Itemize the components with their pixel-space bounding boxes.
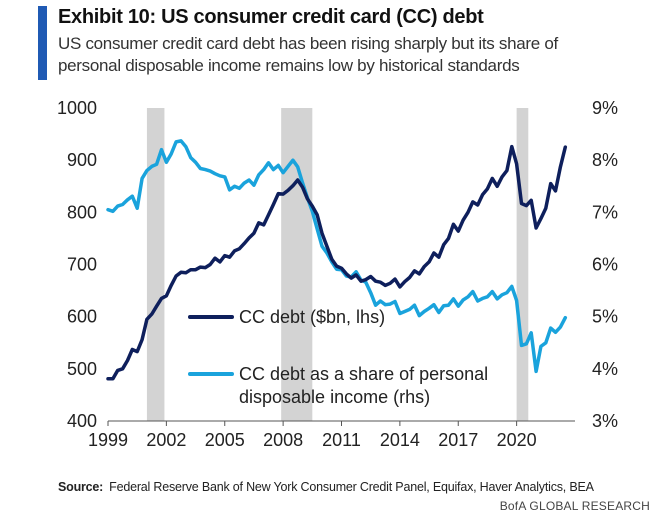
recession-band-2 — [516, 108, 529, 421]
x-tick-label: 2020 — [497, 430, 537, 450]
y-left-tick-label: 700 — [67, 255, 97, 275]
recession-band-1 — [281, 108, 313, 421]
legend-label-cc-share-line-2: disposable income (rhs) — [239, 387, 430, 407]
y-right-tick-label: 9% — [592, 98, 618, 118]
source-text: Federal Reserve Bank of New York Consume… — [109, 480, 594, 494]
y-right-tick-label: 5% — [592, 307, 618, 327]
y-right-tick-label: 4% — [592, 359, 618, 379]
y-left-tick-label: 900 — [67, 150, 97, 170]
research-credit: BofA GLOBAL RESEARCH — [499, 499, 650, 513]
legend-label-cc-debt: CC debt ($bn, lhs) — [239, 307, 385, 327]
subtitle-line-2: personal disposable income remains low b… — [58, 56, 520, 75]
source-label: Source: — [58, 480, 104, 494]
x-tick-label: 2002 — [146, 430, 186, 450]
y-left-tick-label: 800 — [67, 202, 97, 222]
y-right-tick-label: 6% — [592, 255, 618, 275]
chart-title: Exhibit 10: US consumer credit card (CC)… — [58, 6, 484, 28]
source-note: Source: Federal Reserve Bank of New York … — [58, 480, 594, 494]
x-tick-label: 2011 — [322, 430, 361, 450]
title-accent-bar — [38, 6, 47, 80]
recession-band-0 — [146, 108, 165, 421]
y-right-tick-label: 8% — [592, 150, 618, 170]
y-left-tick-label: 500 — [67, 359, 97, 379]
x-tick-label: 2005 — [205, 430, 245, 450]
x-tick-label: 2017 — [438, 430, 478, 450]
series-line-cc-debt — [106, 144, 568, 381]
x-tick-label: 2008 — [263, 430, 303, 450]
y-right-tick-label: 7% — [592, 202, 618, 222]
y-right-tick-label: 3% — [592, 411, 618, 431]
y-left-tick-label: 600 — [67, 307, 97, 327]
x-tick-label: 1999 — [88, 430, 128, 450]
x-tick-label: 2014 — [380, 430, 420, 450]
series-line-cc-share — [106, 139, 568, 374]
y-left-tick-label: 400 — [67, 411, 97, 431]
subtitle-line-1: US consumer credit card debt has been ri… — [58, 34, 558, 53]
y-left-tick-label: 1000 — [57, 98, 97, 118]
legend-label-cc-share-line-1: CC debt as a share of personal — [239, 364, 488, 384]
chart-subtitle: US consumer credit card debt has been ri… — [58, 33, 653, 77]
